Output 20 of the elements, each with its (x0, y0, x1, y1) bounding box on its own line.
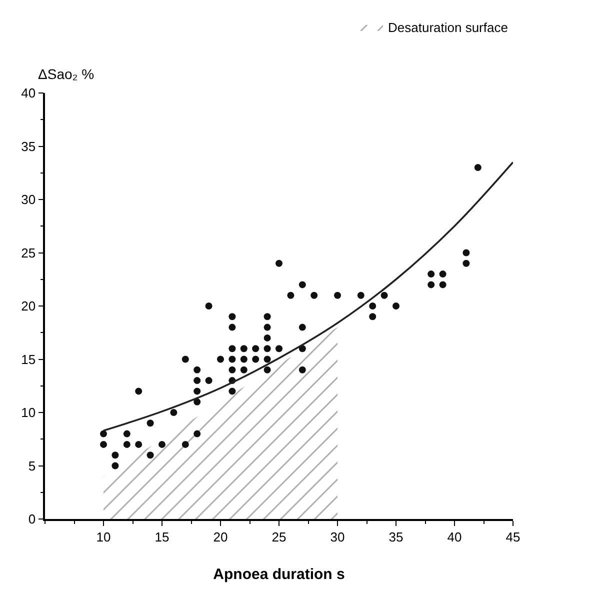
x-tick-label: 20 (213, 529, 228, 544)
x-tick-label: 15 (154, 529, 170, 544)
y-tick-label: 25 (21, 245, 36, 260)
y-tick-label: 10 (21, 405, 36, 420)
y-tick-label: 5 (28, 458, 36, 474)
x-axis-title: Apnoea duration s (213, 566, 345, 583)
legend-label: Desaturation surface (388, 20, 508, 35)
x-tick-label: 30 (330, 529, 345, 544)
y-tick-label: 30 (21, 192, 36, 208)
x-tick-label: 25 (272, 529, 286, 544)
x-tick-label: 40 (447, 529, 462, 544)
y-tick-label: 20 (21, 298, 36, 314)
y-tick-label: 35 (21, 138, 36, 154)
y-tick-label: 0 (28, 512, 36, 527)
y-axis-title: ΔSao₂ % (38, 66, 94, 82)
y-tick-label: 15 (21, 352, 36, 367)
y-tick-label: 40 (21, 86, 36, 101)
x-tick-label: 45 (506, 529, 520, 544)
x-tick-label: 35 (388, 529, 404, 544)
x-tick-label: 10 (96, 529, 111, 544)
